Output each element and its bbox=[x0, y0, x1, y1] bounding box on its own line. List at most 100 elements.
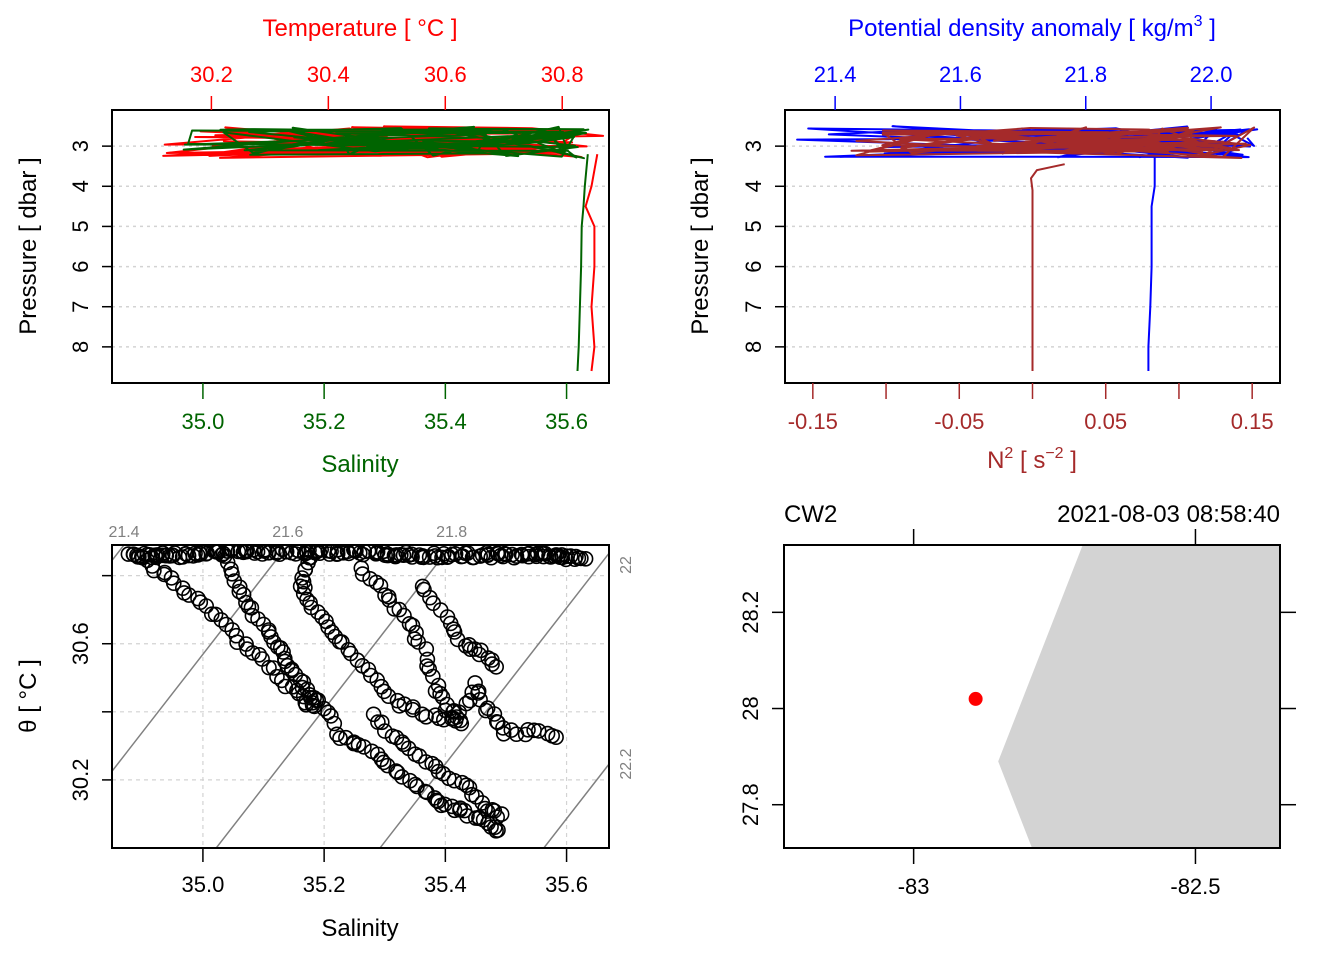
data-point bbox=[486, 706, 503, 722]
bottom-tick-label: 35.0 bbox=[182, 409, 225, 434]
left-tick-label: 7 bbox=[68, 301, 93, 313]
data-point bbox=[295, 674, 312, 690]
data-point bbox=[326, 715, 343, 732]
data-point bbox=[376, 723, 393, 739]
bottom-axis-title-end: ] bbox=[1064, 447, 1077, 474]
top-axis-title-main: Potential density anomaly [ kg/m bbox=[848, 15, 1194, 42]
series-surface-n2 bbox=[850, 126, 1256, 159]
data-point bbox=[187, 545, 203, 562]
series-group bbox=[796, 125, 1259, 371]
data-point bbox=[332, 730, 348, 747]
data-point bbox=[419, 784, 435, 801]
data-point bbox=[458, 777, 475, 794]
y-axis-title: θ [ °C ] bbox=[15, 659, 42, 733]
data-point bbox=[428, 792, 445, 809]
bottom-tick-label: 0.15 bbox=[1231, 409, 1274, 434]
series-profile-temperature bbox=[584, 154, 599, 372]
data-point bbox=[239, 545, 255, 559]
bottom-axis-title-n-sup: 2 bbox=[1004, 445, 1013, 462]
data-point bbox=[404, 701, 421, 718]
panel-salinity-temperature: 30.2 30.4 30.6 30.8 35.0 35.2 35.4 35.6 3 4 5 6 7 8… bbox=[15, 15, 610, 478]
data-point bbox=[478, 702, 494, 719]
data-point bbox=[166, 575, 182, 592]
data-point bbox=[395, 547, 412, 564]
left-axis-ticks: 30.2 30.6 bbox=[68, 574, 112, 801]
left-tick-label: 4 bbox=[741, 180, 766, 192]
left-tick-label: 6 bbox=[68, 260, 93, 272]
station-timestamp: 2021-08-03 08:58:40 bbox=[1057, 501, 1280, 528]
top-tick-label: 30.6 bbox=[424, 62, 467, 87]
isopycnal-label: 22.2 bbox=[618, 748, 635, 779]
left-tick-label: 6 bbox=[741, 260, 766, 272]
data-point bbox=[430, 793, 446, 810]
data-point bbox=[528, 546, 544, 563]
bottom-axis-title: Salinity bbox=[321, 451, 398, 478]
top-tick-label: 21.4 bbox=[814, 62, 857, 87]
data-point bbox=[530, 723, 547, 739]
data-point bbox=[243, 599, 260, 616]
bottom-tick-label: 0.05 bbox=[1084, 409, 1127, 434]
data-point bbox=[238, 594, 254, 611]
data-point bbox=[340, 641, 357, 658]
scatter-points bbox=[120, 545, 594, 839]
coastline-land bbox=[998, 545, 1280, 848]
data-point bbox=[375, 754, 392, 771]
data-point bbox=[396, 607, 412, 624]
top-tick-label: 21.8 bbox=[1064, 62, 1107, 87]
data-point bbox=[306, 689, 322, 706]
data-point bbox=[369, 746, 386, 763]
data-point bbox=[297, 579, 313, 596]
station-marker[interactable] bbox=[968, 691, 983, 706]
isopycnal-label: 21.4 bbox=[108, 524, 139, 541]
data-point bbox=[381, 592, 398, 608]
isopycnal-line bbox=[379, 552, 609, 848]
data-point bbox=[388, 763, 404, 779]
data-point bbox=[354, 566, 371, 582]
data-point bbox=[418, 754, 434, 770]
bottom-tick-label: 35.6 bbox=[545, 409, 588, 434]
data-point bbox=[338, 729, 354, 746]
data-point bbox=[180, 547, 197, 564]
data-point bbox=[396, 696, 413, 713]
data-point bbox=[546, 548, 563, 564]
data-point bbox=[408, 624, 424, 641]
data-point bbox=[198, 545, 214, 562]
data-point bbox=[388, 547, 405, 563]
y-tick-label: 30.2 bbox=[68, 758, 93, 801]
lon-tick-label: -83 bbox=[898, 874, 930, 899]
data-point bbox=[295, 573, 312, 590]
bottom-tick-label: -0.15 bbox=[788, 409, 838, 434]
lon-tick-label: -82.5 bbox=[1170, 874, 1220, 899]
left-tick-label: 8 bbox=[741, 341, 766, 353]
bottom-axis-ticks: 35.0 35.2 35.4 35.6 bbox=[182, 383, 588, 434]
data-point bbox=[219, 545, 236, 559]
data-point bbox=[230, 545, 247, 560]
data-point bbox=[446, 624, 463, 640]
data-point bbox=[324, 624, 340, 641]
bottom-tick-label: 35.2 bbox=[303, 409, 346, 434]
top-tick-label: 30.8 bbox=[541, 62, 584, 87]
data-point bbox=[406, 631, 423, 647]
isopycnal-label: 21.8 bbox=[436, 524, 467, 541]
data-point bbox=[493, 806, 510, 822]
data-point bbox=[520, 721, 536, 738]
top-axis-title: Temperature [ °C ] bbox=[263, 15, 458, 42]
y-tick-label: 30.6 bbox=[68, 622, 93, 665]
data-point bbox=[503, 722, 520, 738]
data-point bbox=[416, 581, 432, 598]
grid-lines bbox=[112, 145, 609, 348]
data-point bbox=[310, 604, 326, 620]
panel-density-n2: 21.4 21.6 21.8 22.0 -0.15 -0.05 0.05 0.15 3 4 5 6… bbox=[687, 13, 1281, 474]
data-point bbox=[181, 587, 197, 603]
data-point bbox=[269, 668, 285, 685]
left-tick-label: 5 bbox=[741, 220, 766, 232]
isopycnal-line bbox=[112, 545, 289, 773]
left-tick-label: 5 bbox=[68, 220, 93, 232]
lat-tick-label: 28.2 bbox=[738, 591, 763, 634]
top-tick-label: 30.2 bbox=[190, 62, 233, 87]
isopycnal-label: 22 bbox=[618, 556, 635, 574]
data-point bbox=[156, 566, 172, 583]
bottom-axis-ticks: -0.15 -0.05 0.05 0.15 bbox=[788, 383, 1274, 434]
data-point bbox=[379, 547, 396, 564]
